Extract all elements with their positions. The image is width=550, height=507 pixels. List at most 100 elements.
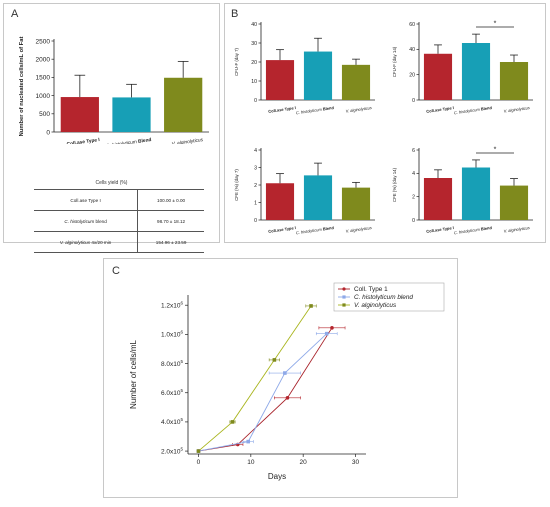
yield-label-suffix: blend xyxy=(94,218,107,224)
series-point-2 xyxy=(230,420,235,424)
series-line-0 xyxy=(198,327,333,452)
x-tick-label: C. histolyticum Blend xyxy=(296,105,335,115)
yield-table-row: C. histolyticum blend 98.70 ± 18.12 xyxy=(34,210,204,232)
bar-2 xyxy=(341,64,371,100)
bar-chart-cfe-day7: 0 1 2 3 4 CFE (%) (day 7) Coll.ase Type I C. hi… xyxy=(234,148,375,235)
line-chart-cell-growth: 0 10 20 30 2.0x105 4.0x105 6.0x105 8.0x105 1.0x1… xyxy=(129,282,445,481)
series-point-2 xyxy=(272,358,277,362)
series-point-1 xyxy=(324,331,329,336)
x-tick-label: V. alginolyticus xyxy=(503,105,530,114)
y-tick-label: 1.2x106 xyxy=(161,301,184,310)
yield-row-value: 154.96 ± 23.59 xyxy=(137,231,204,253)
significance-label: * xyxy=(494,21,497,28)
x-tick-label: Coll.ase Type I xyxy=(426,225,454,234)
bar-1 xyxy=(303,175,333,220)
y-axis-label: CFU-F (day 7) xyxy=(234,47,239,76)
y-tick-label: 40 xyxy=(251,22,257,28)
x-tick-label: Coll.ase Type I xyxy=(426,105,454,114)
bar-1 xyxy=(112,97,151,132)
y-tick-label: 6 xyxy=(412,148,415,154)
y-tick-label: 40 xyxy=(409,47,415,53)
series-point-1 xyxy=(246,439,251,444)
y-tick-label: 60 xyxy=(409,22,415,28)
panel-b-letter: B xyxy=(231,8,239,20)
y-tick-label: 2 xyxy=(412,194,415,200)
y-tick-label: 1000 xyxy=(36,93,51,100)
bar-1 xyxy=(461,43,491,100)
yield-table-row: Coll.ase Type I 100.00 ± 0.00 xyxy=(34,189,204,211)
y-tick-label: 500 xyxy=(39,111,50,118)
bar-chart-cfuf-day14: 0 20 40 60 CFU-F (day 14) Coll.ase Type I C. h… xyxy=(392,21,533,115)
series-line-1 xyxy=(198,333,328,452)
y-tick-label: 0 xyxy=(412,98,415,104)
y-axis-label: CFU-F (day 14) xyxy=(392,46,397,77)
y-tick-label: 2 xyxy=(254,183,257,189)
series-point-2 xyxy=(196,449,201,453)
bar-1 xyxy=(461,167,491,220)
x-tick-label: V. alginolyticus xyxy=(345,105,372,114)
y-tick-label: 2500 xyxy=(36,38,51,45)
x-tick-label: Coll.ase Type I xyxy=(268,225,296,234)
y-tick-label: 20 xyxy=(251,60,257,66)
bar-chart-cfuf-day7: 0 10 20 30 40 CFU-F (day 7) Coll.ase Type I C. … xyxy=(234,22,375,115)
legend-entry: Coll. Type 1 xyxy=(354,286,388,293)
y-tick-label: 20 xyxy=(409,72,415,78)
x-tick-label: V. alginolyticus xyxy=(345,225,372,234)
bar-chart-cfe-day14: 0 2 4 6 CFE (%) (day 14) Coll.ase Type I C. hi… xyxy=(392,147,533,235)
bar-0 xyxy=(265,60,295,100)
y-tick-label: 30 xyxy=(251,41,257,47)
panel-a-letter: A xyxy=(11,8,19,20)
x-tick-label: C. histolyticum Blend xyxy=(296,225,335,235)
yield-label-suffix: 4x/20 min xyxy=(90,239,112,245)
series-point-0 xyxy=(330,326,334,330)
y-tick-label: 4 xyxy=(412,171,415,177)
x-tick-label: Coll.ase Type I xyxy=(66,137,100,144)
yield-table-title: Cells yield (%) xyxy=(95,180,128,186)
x-tick-label: V. alginolyticus xyxy=(171,137,204,144)
legend-box xyxy=(333,282,445,312)
y-axis-label: Number of nucleated cells/mL of Fat xyxy=(19,37,25,137)
yield-table: Coll.ase Type I 100.00 ± 0.00 C. histolyti… xyxy=(34,189,204,253)
bar-1 xyxy=(303,51,333,100)
bar-0 xyxy=(423,178,453,220)
series-point-1 xyxy=(283,371,287,375)
series-point-2 xyxy=(309,304,313,308)
x-tick-label: C. histolyticum Blend xyxy=(106,137,152,144)
x-tick-label: 20 xyxy=(300,459,308,466)
yield-label-species: C. histolyticum xyxy=(64,218,95,224)
y-axis-label: Number of cells/mL xyxy=(129,340,138,409)
y-tick-label: 3 xyxy=(254,165,257,171)
bar-2 xyxy=(499,62,529,100)
series-point-0 xyxy=(285,396,290,400)
x-tick-label: 30 xyxy=(352,459,360,466)
yield-row-label: V. alginolyticus 4x/20 min xyxy=(34,231,139,253)
y-tick-label: 1.0x106 xyxy=(161,330,184,339)
bar-0 xyxy=(60,97,99,132)
y-tick-label: 0 xyxy=(412,218,415,224)
panel-a: A 0 500 1000 1500 2000 2500 Number of nucleate… xyxy=(3,3,220,253)
panel-c: C 0 10 20 30 2.0x105 4.0x105 6.0x105 8.0x105 1.0… xyxy=(103,258,458,498)
x-tick-label: C. histolyticum Blend xyxy=(454,225,493,235)
yield-table-row: V. alginolyticus 4x/20 min 154.96 ± 23.59 xyxy=(34,231,204,253)
bar-chart-nucleated-cells: 0 500 1000 1500 2000 2500 Number of nucleated … xyxy=(19,37,209,144)
x-tick-label: 0 xyxy=(197,459,201,466)
bar-0 xyxy=(265,183,295,220)
yield-label-species: V. alginolyticus xyxy=(59,239,91,245)
panel-c-letter: C xyxy=(112,265,120,277)
significance-label: * xyxy=(494,147,497,154)
x-tick-label: 10 xyxy=(247,459,255,466)
y-tick-label: 0 xyxy=(254,218,257,224)
legend-entry: V. alginolyticus xyxy=(354,302,397,309)
y-tick-label: 10 xyxy=(251,79,257,85)
y-tick-label: 0 xyxy=(254,98,257,104)
legend-marker xyxy=(342,303,346,307)
y-tick-label: 0 xyxy=(46,129,50,136)
y-tick-label: 4.0x105 xyxy=(161,417,184,426)
y-tick-label: 8.0x105 xyxy=(161,359,184,368)
legend-marker xyxy=(342,295,346,299)
yield-row-value: 100.00 ± 0.00 xyxy=(137,189,204,211)
x-axis-label: Days xyxy=(268,472,286,481)
series-line-2 xyxy=(198,305,312,452)
y-tick-label: 2000 xyxy=(36,56,51,63)
yield-row-value: 98.70 ± 18.12 xyxy=(137,210,204,232)
